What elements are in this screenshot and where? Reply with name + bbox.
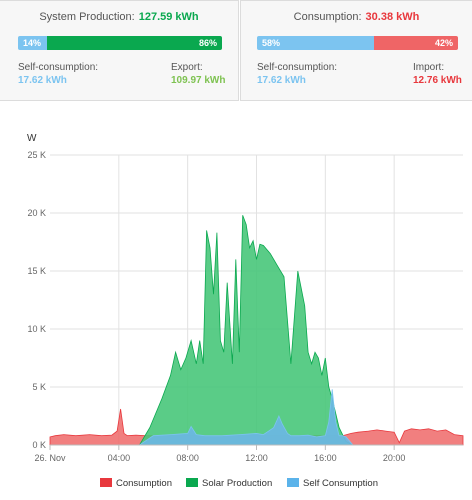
consumption-title: Consumption: 30.38 kWh bbox=[241, 11, 472, 23]
production-self-label: Self-consumption: bbox=[18, 62, 99, 73]
x-tick-label: 20:00 bbox=[383, 453, 406, 463]
consumption-import-value: 12.76 kWh bbox=[413, 75, 462, 86]
self-consumption-area bbox=[139, 389, 354, 446]
y-tick-label: 5 K bbox=[32, 382, 46, 392]
consumption-import-label: Import: bbox=[413, 62, 445, 73]
consumption-total-value: 30.38 kWh bbox=[365, 11, 420, 23]
solar-production-area bbox=[139, 215, 354, 446]
consumption-self-segment: 58% bbox=[257, 36, 374, 50]
consumption-split-bar: 58% 42% bbox=[257, 36, 458, 50]
consumption-panel: Consumption: 30.38 kWh 58% 42% Self-consu… bbox=[240, 0, 472, 101]
production-total-value: 127.59 kWh bbox=[138, 11, 199, 23]
production-export-metric: Export: 109.97 kWh bbox=[171, 61, 225, 87]
y-tick-label: 0 K bbox=[32, 440, 46, 450]
production-export-label: Export: bbox=[171, 62, 203, 73]
production-title: System Production: 127.59 kWh bbox=[0, 11, 238, 23]
consumption-import-segment: 42% bbox=[373, 36, 458, 50]
legend-swatch bbox=[186, 478, 198, 487]
consumption-self-metric: Self-consumption: 17.62 kWh bbox=[257, 61, 337, 87]
consumption-title-label: Consumption: bbox=[293, 11, 362, 23]
production-split-bar: 14% 86% bbox=[18, 36, 222, 50]
y-tick-label: 25 K bbox=[27, 150, 46, 160]
production-self-value: 17.62 kWh bbox=[18, 75, 67, 86]
legend-swatch bbox=[100, 478, 112, 487]
production-self-metric: Self-consumption: 17.62 kWh bbox=[18, 61, 98, 87]
legend-entry: Self Consumption bbox=[303, 478, 378, 489]
production-export-segment: 86% bbox=[46, 36, 222, 50]
x-tick-label: 26. Nov bbox=[34, 453, 66, 463]
x-tick-label: 08:00 bbox=[176, 453, 199, 463]
consumption-import-metric: Import: 12.76 kWh bbox=[413, 61, 462, 87]
power-chart: 0 K 5 K 10 K 15 K 20 K 25 K 26. Nov 04:00 08:00 1… bbox=[0, 101, 472, 500]
legend-entry: Solar Production bbox=[202, 478, 272, 489]
x-tick-label: 04:00 bbox=[108, 453, 131, 463]
legend-swatch bbox=[287, 478, 299, 487]
consumption-self-label: Self-consumption: bbox=[257, 62, 338, 73]
y-axis-label: W bbox=[27, 133, 37, 144]
x-tick-label: 12:00 bbox=[245, 453, 268, 463]
production-title-label: System Production: bbox=[39, 11, 135, 23]
chart-legend: Consumption Solar Production Self Consumpt… bbox=[100, 478, 378, 489]
production-export-value: 109.97 kWh bbox=[171, 75, 226, 86]
production-self-segment: 14% bbox=[18, 36, 47, 50]
x-tick-label: 16:00 bbox=[314, 453, 337, 463]
legend-entry: Consumption bbox=[116, 478, 172, 489]
chart-areas bbox=[49, 215, 464, 446]
power-chart-svg: 0 K 5 K 10 K 15 K 20 K 25 K 26. Nov 04:00 08:00 1… bbox=[27, 133, 464, 489]
consumption-self-value: 17.62 kWh bbox=[257, 75, 306, 86]
chart-axes: 0 K 5 K 10 K 15 K 20 K 25 K 26. Nov 04:00 08:00 1… bbox=[27, 150, 463, 463]
production-panel: System Production: 127.59 kWh 14% 86% Sel… bbox=[0, 0, 239, 101]
y-tick-label: 20 K bbox=[27, 208, 46, 218]
y-tick-label: 10 K bbox=[27, 324, 46, 334]
y-tick-label: 15 K bbox=[27, 266, 46, 276]
